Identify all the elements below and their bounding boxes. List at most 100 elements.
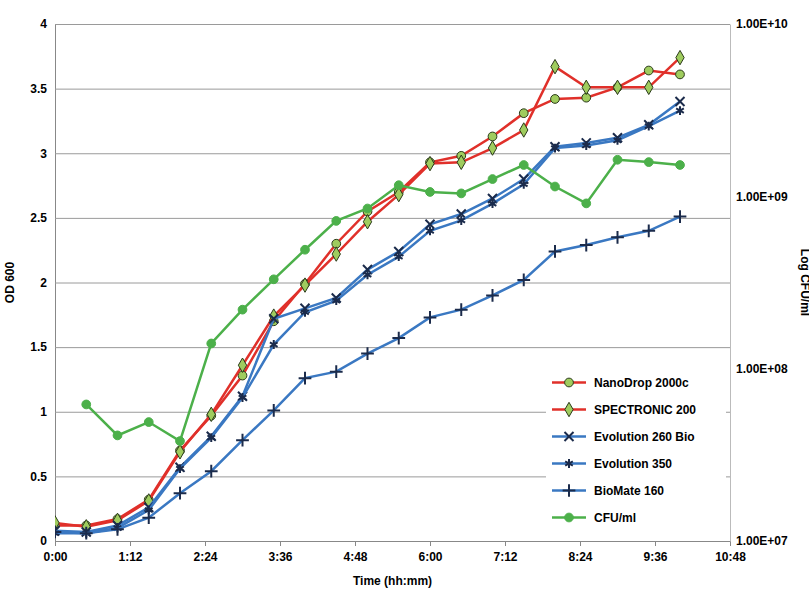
marker: [613, 80, 621, 94]
y-tick-label: 1: [40, 405, 47, 419]
y2-tick-label: 1.00E+09: [736, 190, 788, 204]
marker: [644, 158, 653, 167]
tick-mark: [580, 541, 581, 546]
y-tick: 0: [40, 534, 730, 548]
legend-entry: SPECTRONIC 200: [552, 402, 696, 416]
x-tick: 8:24: [568, 541, 592, 564]
grid-line: [55, 89, 730, 90]
marker: [645, 80, 653, 94]
y-tick-label: 4: [40, 17, 47, 31]
marker: [301, 308, 309, 317]
marker: [395, 252, 403, 261]
marker: [426, 188, 435, 197]
x-tick-label: 3:36: [268, 550, 292, 564]
tick-mark: [55, 541, 56, 546]
legend-marker: [564, 432, 573, 441]
marker: [614, 136, 622, 145]
marker: [82, 400, 91, 409]
y2-tick-label: 1.00E+08: [736, 362, 788, 376]
marker: [363, 215, 371, 229]
marker: [517, 274, 530, 287]
marker: [270, 340, 278, 349]
y-axis: 00.511.522.533.54: [30, 17, 730, 548]
legend-entry: NanoDrop 2000c: [552, 376, 689, 390]
marker: [520, 180, 528, 189]
marker: [55, 526, 61, 539]
grid-line: [55, 283, 730, 284]
marker: [207, 407, 215, 421]
y2-tick: 1.00E+09: [730, 190, 788, 204]
marker: [269, 275, 278, 284]
y-tick: 4: [40, 17, 730, 31]
marker: [424, 311, 437, 324]
marker: [176, 437, 185, 446]
x-tick-label: 6:00: [418, 550, 442, 564]
legend-entry: Evolution 260 Bio: [552, 430, 695, 444]
legend-marker: [565, 378, 574, 387]
x-tick: 1:12: [118, 541, 142, 564]
y-tick-label: 3: [40, 147, 47, 161]
y2-axis-line: [730, 25, 731, 542]
marker: [205, 465, 218, 478]
tick-mark: [730, 541, 731, 546]
legend-entry: CFU/ml: [552, 511, 636, 525]
tick-mark: [430, 541, 431, 546]
marker: [176, 445, 184, 459]
marker: [519, 161, 528, 170]
legend: NanoDrop 2000c SPECTRONIC 200 Evolution 26…: [546, 365, 726, 535]
y-tick-label: 1.5: [30, 340, 47, 354]
y-tick: 2: [40, 276, 730, 290]
marker: [332, 217, 341, 226]
marker: [457, 216, 465, 225]
marker: [299, 372, 312, 385]
tick-mark: [505, 541, 506, 546]
x-tick-label: 0:00: [43, 550, 67, 564]
marker: [236, 434, 249, 447]
marker: [551, 59, 559, 73]
legend-marker: [563, 484, 576, 497]
marker: [486, 289, 499, 302]
marker: [301, 278, 309, 292]
x-tick-label: 2:24: [193, 550, 217, 564]
grid-line: [55, 153, 730, 154]
marker: [676, 161, 685, 170]
y2-axis-title: Log CFU/ml: [798, 249, 809, 316]
x-tick-label: 8:24: [568, 550, 592, 564]
y2-tick-label: 1.00E+10: [736, 17, 788, 31]
marker: [332, 247, 340, 261]
x-tick-label: 1:12: [118, 550, 142, 564]
marker: [580, 239, 593, 252]
marker: [551, 95, 560, 104]
marker: [457, 189, 466, 198]
grid-line: [55, 347, 730, 348]
tick-mark: [130, 541, 131, 546]
tick-mark: [280, 541, 281, 546]
marker: [332, 296, 340, 305]
y-tick-label: 2.5: [30, 211, 47, 225]
y-tick-label: 3.5: [30, 82, 47, 96]
marker: [113, 431, 122, 440]
marker: [394, 181, 403, 190]
x-axis: 0:001:122:243:364:486:007:128:249:3610:4…: [43, 541, 746, 564]
y2-tick: 1.00E+07: [730, 534, 788, 548]
legend-entry: BioMate 160: [552, 484, 664, 498]
y-axis-title: OD 600: [3, 261, 17, 303]
legend-label: CFU/ml: [594, 511, 636, 525]
marker: [364, 270, 372, 279]
marker: [582, 80, 590, 94]
marker: [642, 224, 655, 237]
marker: [613, 155, 622, 164]
marker: [582, 199, 591, 208]
y-tick: 2.5: [30, 211, 730, 225]
legend-marker: [565, 402, 573, 416]
marker: [426, 226, 434, 235]
tick-mark: [205, 541, 206, 546]
chart: 00.511.522.533.540:001:122:243:364:486:0…: [0, 0, 809, 610]
marker: [455, 303, 468, 316]
legend-label: SPECTRONIC 200: [594, 403, 696, 417]
x-tick: 6:00: [418, 541, 442, 564]
marker: [144, 418, 153, 427]
legend-entry: Evolution 350: [552, 457, 672, 471]
marker: [457, 155, 465, 169]
x-tick: 2:24: [193, 541, 217, 564]
